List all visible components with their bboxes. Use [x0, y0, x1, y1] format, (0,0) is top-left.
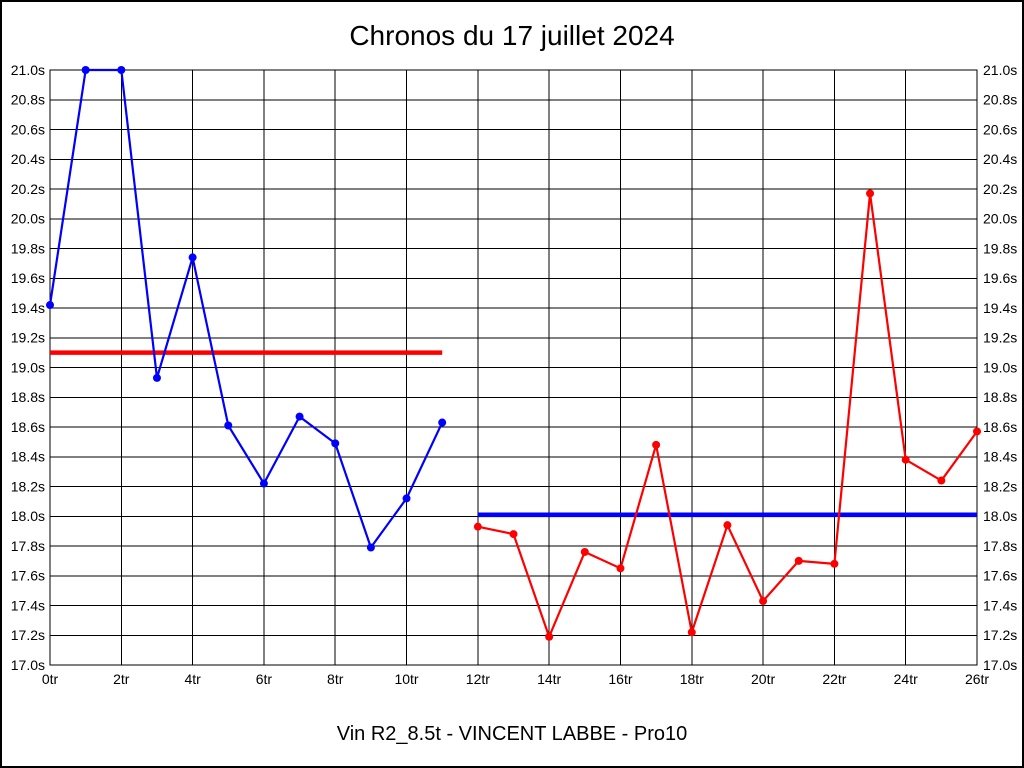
chart-title: Chronos du 17 juillet 2024	[349, 20, 675, 51]
y-tick-label-right: 20.6s	[983, 121, 1017, 137]
y-tick-label-right: 19.2s	[983, 330, 1017, 346]
y-tick-label-right: 19.8s	[983, 240, 1017, 256]
x-tick-label: 12tr	[466, 671, 490, 687]
y-tick-label-right: 19.0s	[983, 359, 1017, 375]
data-point-chronos-bleus	[438, 418, 447, 427]
x-tick-label: 22tr	[822, 671, 846, 687]
chart-caption: Vin R2_8.5t - VINCENT LABBE - Pro10	[336, 723, 688, 745]
y-tick-label-left: 18.6s	[11, 419, 45, 435]
y-tick-label-right: 21.0s	[983, 62, 1017, 78]
data-point-chronos-rouges	[509, 530, 518, 539]
y-tick-label-left: 20.4s	[11, 151, 45, 167]
y-tick-label-left: 17.2s	[11, 627, 45, 643]
plot-border	[49, 69, 978, 666]
y-tick-label-right: 20.4s	[983, 151, 1017, 167]
x-tick-label: 20tr	[751, 671, 775, 687]
y-tick-label-right: 18.2s	[983, 478, 1017, 494]
y-tick-label-left: 20.0s	[11, 211, 45, 227]
y-tick-label-left: 19.0s	[11, 359, 45, 375]
data-point-chronos-bleus	[295, 412, 304, 421]
series-line-chronos-bleus	[48, 68, 444, 549]
y-tick-label-left: 17.4s	[11, 597, 45, 613]
y-tick-label-right: 17.0s	[983, 657, 1017, 673]
y-tick-label-left: 20.8s	[11, 92, 45, 108]
y-tick-label-left: 19.8s	[11, 240, 45, 256]
y-tick-label-right: 19.6s	[983, 270, 1017, 286]
y-tick-label-left: 17.0s	[11, 657, 45, 673]
data-point-chronos-bleus	[117, 66, 126, 74]
data-point-chronos-bleus	[366, 543, 375, 552]
y-tick-label-right: 17.6s	[983, 568, 1017, 584]
y-tick-label-right: 19.4s	[983, 300, 1017, 316]
data-point-chronos-rouges	[901, 455, 910, 464]
y-tick-label-right: 18.8s	[983, 389, 1017, 405]
data-point-chronos-bleus	[188, 253, 197, 262]
x-tick-label: 2tr	[113, 671, 130, 687]
y-tick-label-right: 17.4s	[983, 597, 1017, 613]
x-tick-label: 26tr	[965, 671, 989, 687]
data-point-chronos-bleus	[402, 494, 411, 503]
data-point-chronos-bleus	[81, 66, 90, 74]
y-tick-label-right: 20.8s	[983, 92, 1017, 108]
y-tick-label-left: 19.2s	[11, 330, 45, 346]
x-tick-label: 14tr	[537, 671, 561, 687]
y-tick-label-left: 18.2s	[11, 478, 45, 494]
x-tick-label: 8tr	[327, 671, 344, 687]
data-point-chronos-rouges	[759, 597, 768, 606]
y-tick-label-left: 19.4s	[11, 300, 45, 316]
data-point-chronos-rouges	[687, 628, 696, 637]
data-point-chronos-bleus	[331, 439, 340, 448]
data-point-chronos-rouges	[973, 427, 981, 436]
y-tick-label-right: 18.6s	[983, 419, 1017, 435]
data-point-chronos-rouges	[473, 522, 482, 531]
data-point-chronos-rouges	[723, 521, 732, 530]
data-point-chronos-rouges	[652, 440, 661, 449]
x-tick-label: 4tr	[184, 671, 201, 687]
data-point-chronos-rouges	[794, 556, 803, 565]
data-point-chronos-rouges	[580, 547, 589, 556]
series-line-chronos-rouges	[477, 192, 978, 638]
x-tick-label: 24tr	[894, 671, 918, 687]
y-tick-label-left: 18.8s	[11, 389, 45, 405]
y-tick-label-left: 17.6s	[11, 568, 45, 584]
y-tick-label-right: 17.2s	[983, 627, 1017, 643]
y-tick-label-left: 18.4s	[11, 449, 45, 465]
data-point-chronos-bleus	[224, 421, 233, 430]
data-point-chronos-rouges	[937, 476, 946, 485]
x-tick-label: 16tr	[608, 671, 632, 687]
data-point-chronos-bleus	[152, 373, 161, 382]
x-tick-label: 0tr	[42, 671, 59, 687]
data-point-chronos-rouges	[830, 559, 839, 568]
y-tick-label-right: 18.4s	[983, 449, 1017, 465]
data-point-chronos-rouges	[866, 189, 875, 198]
y-tick-label-left: 20.2s	[11, 181, 45, 197]
plot-area: 17.0s 17.0s 17.2s 17.2s 17.4s 17.4s 17.6s 17.6s…	[11, 62, 1018, 687]
y-tick-label-right: 20.2s	[983, 181, 1017, 197]
x-tick-label: 10tr	[394, 671, 418, 687]
y-tick-label-left: 21.0s	[11, 62, 45, 78]
x-tick-label: 6tr	[256, 671, 273, 687]
y-tick-label-left: 19.6s	[11, 270, 45, 286]
y-tick-label-right: 20.0s	[983, 211, 1017, 227]
data-point-chronos-rouges	[616, 564, 625, 573]
x-tick-label: 18tr	[680, 671, 704, 687]
y-tick-label-left: 18.0s	[11, 508, 45, 524]
data-point-chronos-bleus	[259, 479, 268, 488]
y-tick-label-left: 17.8s	[11, 538, 45, 554]
y-tick-label-left: 20.6s	[11, 121, 45, 137]
data-point-chronos-rouges	[545, 632, 554, 641]
y-tick-label-right: 18.0s	[983, 508, 1017, 524]
data-point-chronos-bleus	[46, 301, 54, 310]
y-tick-label-right: 17.8s	[983, 538, 1017, 554]
